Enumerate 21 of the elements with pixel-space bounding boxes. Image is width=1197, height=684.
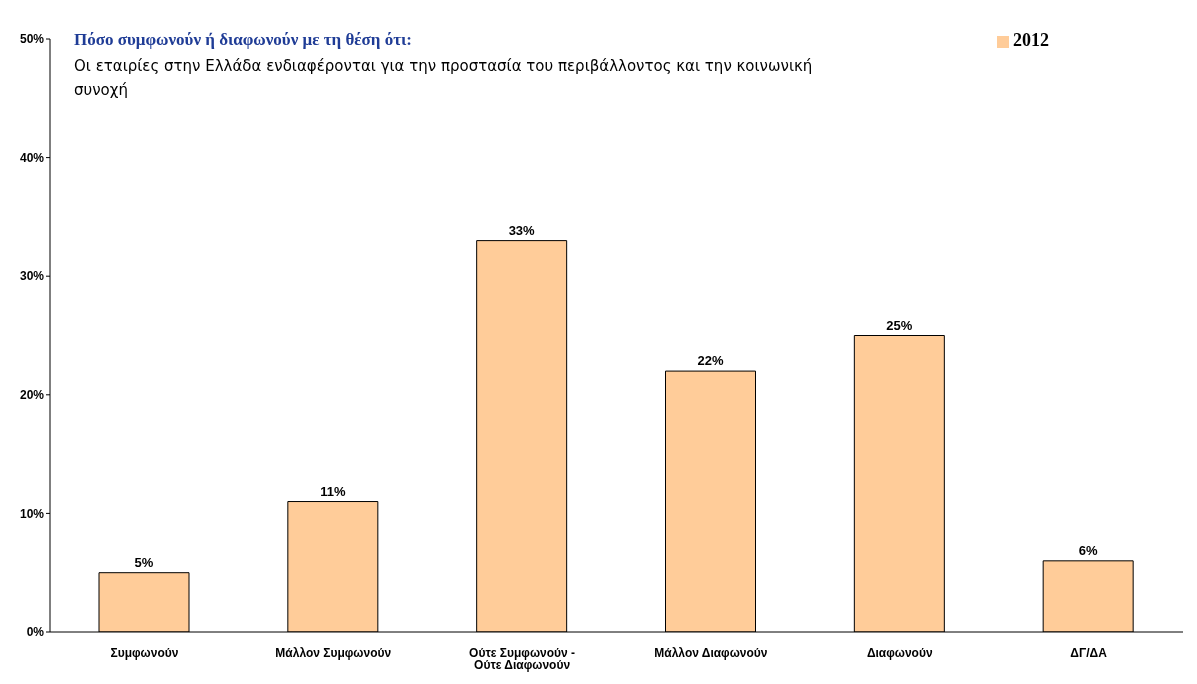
data-label: 22% [697, 353, 724, 369]
data-label: 11% [320, 483, 346, 499]
y-tick-label: 0% [26, 625, 45, 640]
y-tick-label: 30% [19, 269, 45, 284]
legend-label: 2012 [1013, 30, 1049, 50]
y-tick-label: 40% [19, 150, 45, 165]
data-label: 25% [886, 317, 913, 333]
chart-title: Πόσο συμφωνούν ή διαφωνούν με τη θέση ότι: [74, 30, 413, 50]
y-tick-label: 50% [19, 32, 45, 47]
x-tick-label: Συμφωνούν [110, 645, 179, 660]
y-tick-label: 20% [19, 388, 45, 403]
x-tick-label: Διαφωνούν [866, 645, 933, 660]
x-tick-label: Ούτε Συμφωνούν - Ούτε Διαφωνούν [469, 645, 576, 672]
data-label: 6% [1078, 542, 1098, 558]
data-label: 33% [508, 222, 536, 238]
y-tick-label: 10% [19, 506, 45, 521]
x-tick-label: ΔΓ/ΔΑ [1070, 645, 1108, 660]
x-tick-label: Μάλλον Συμφωνούν [275, 645, 392, 660]
x-tick-label: Μάλλον Διαφωνούν [654, 645, 768, 660]
text: Οι εταιρίες στην Ελλάδα ενδιαφέρονται για την προστασία του περιβάλλοντος και την κοινωνική συνοχή [74, 56, 814, 101]
data-label: 5% [134, 554, 154, 570]
